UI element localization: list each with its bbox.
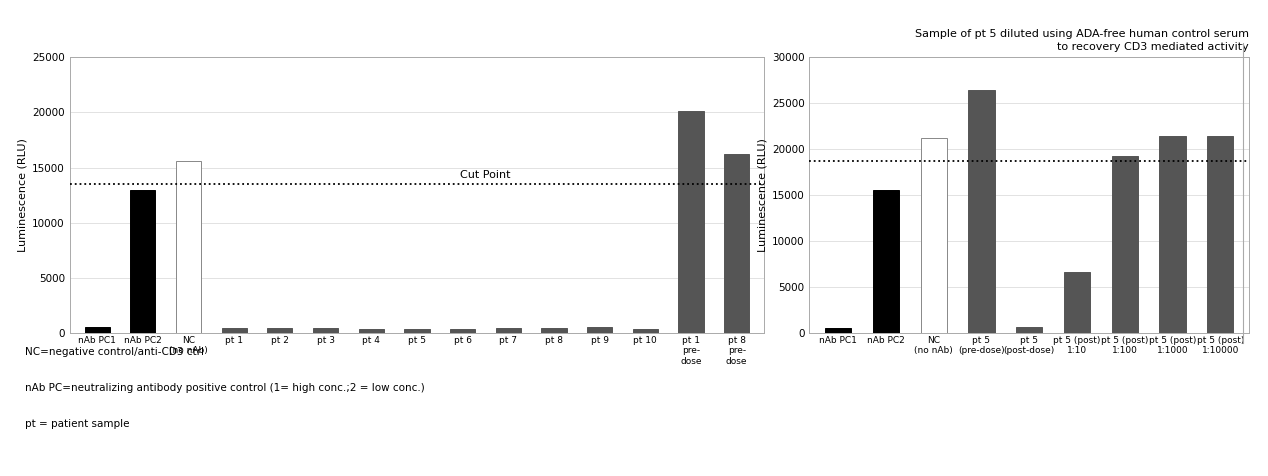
Bar bbox=[825, 328, 851, 333]
Bar bbox=[541, 328, 567, 333]
Bar bbox=[1016, 327, 1042, 333]
Bar bbox=[921, 138, 947, 333]
Bar bbox=[969, 90, 994, 333]
Bar bbox=[85, 327, 110, 333]
Bar bbox=[1207, 136, 1234, 333]
Bar bbox=[724, 154, 749, 333]
Bar bbox=[587, 327, 612, 333]
Title: Sample of pt 5 diluted using ADA-free human control serum
to recovery CD3 mediat: Sample of pt 5 diluted using ADA-free hu… bbox=[915, 29, 1249, 52]
Text: Cut Point: Cut Point bbox=[460, 170, 511, 180]
Text: NC=negative control/anti-CD3 ctrl: NC=negative control/anti-CD3 ctrl bbox=[25, 347, 204, 357]
Bar bbox=[268, 328, 293, 333]
Bar bbox=[131, 189, 156, 333]
Bar bbox=[1159, 136, 1186, 333]
Bar bbox=[313, 328, 339, 333]
Bar bbox=[1064, 271, 1090, 333]
Bar bbox=[496, 327, 521, 333]
Bar bbox=[872, 189, 899, 333]
Y-axis label: Luminescence (RLU): Luminescence (RLU) bbox=[758, 138, 767, 252]
Bar bbox=[222, 327, 247, 333]
Bar bbox=[359, 329, 384, 333]
Bar bbox=[404, 329, 430, 333]
Text: pt = patient sample: pt = patient sample bbox=[25, 419, 129, 429]
Y-axis label: Luminescence (RLU): Luminescence (RLU) bbox=[18, 138, 28, 252]
Bar bbox=[176, 161, 202, 333]
Bar bbox=[678, 111, 704, 333]
Bar bbox=[450, 329, 476, 333]
Bar bbox=[1112, 156, 1137, 333]
Text: nAb PC=neutralizing antibody positive control (1= high conc.;2 = low conc.): nAb PC=neutralizing antibody positive co… bbox=[25, 383, 425, 393]
Bar bbox=[633, 328, 658, 333]
